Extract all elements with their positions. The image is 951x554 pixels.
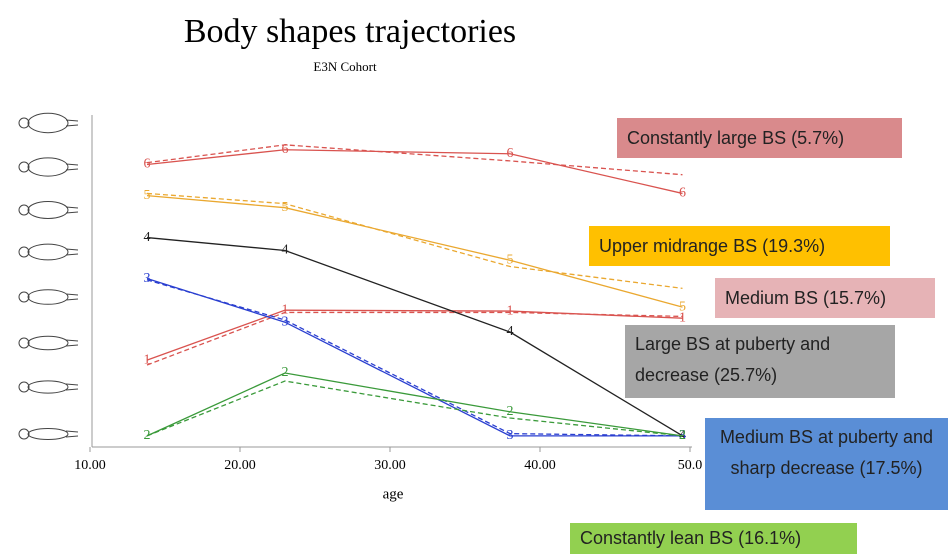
- point-marker: 6: [679, 186, 686, 201]
- point-marker: 6: [144, 157, 151, 172]
- fitted-line: [146, 144, 683, 176]
- series-label: Medium BS at puberty and sharp decrease …: [705, 418, 948, 510]
- chart-subtitle: E3N Cohort: [313, 59, 377, 74]
- body-silhouette: [18, 428, 79, 440]
- fitted-line: [146, 380, 683, 437]
- x-tick-label: 10.00: [74, 458, 106, 473]
- point-marker: 2: [282, 365, 289, 380]
- point-marker: 1: [282, 302, 289, 317]
- fitted-line: [146, 279, 683, 437]
- fitted-line: [146, 311, 683, 366]
- x-tick-label: 20.00: [224, 458, 256, 473]
- point-marker: 2: [507, 404, 514, 419]
- x-tick-label: 30.00: [374, 458, 406, 473]
- point-marker: 5: [507, 252, 514, 267]
- point-marker: 6: [507, 146, 514, 161]
- series-label: Upper midrange BS (19.3%): [589, 226, 890, 266]
- point-marker: 2: [144, 428, 151, 443]
- series-label: Medium BS (15.7%): [715, 278, 935, 318]
- point-marker: 1: [144, 352, 151, 367]
- point-marker: 3: [507, 428, 514, 443]
- series-label: Constantly lean BS (16.1%): [570, 523, 857, 554]
- x-axis-label: age: [383, 486, 404, 502]
- point-marker: 4: [282, 243, 289, 258]
- chart-title: Body shapes trajectories: [184, 13, 516, 50]
- series-line: [146, 309, 683, 361]
- point-marker: 5: [679, 299, 686, 314]
- point-marker: 3: [144, 271, 151, 286]
- point-marker: 4: [144, 230, 151, 245]
- point-marker: 2: [679, 428, 686, 443]
- series-label: Constantly large BS (5.7%): [617, 118, 902, 158]
- body-silhouette: [18, 380, 79, 394]
- fitted-line: [146, 192, 683, 289]
- body-silhouette: [18, 112, 79, 134]
- point-marker: 4: [507, 324, 514, 339]
- point-marker: 1: [679, 310, 686, 325]
- body-silhouette: [18, 289, 79, 305]
- series-line: [146, 277, 683, 437]
- point-marker: 6: [282, 142, 289, 157]
- point-marker: 5: [144, 188, 151, 203]
- body-silhouette: [18, 243, 79, 261]
- series-line: [146, 372, 683, 437]
- body-silhouette: [18, 201, 79, 219]
- x-tick-label: 50.0: [678, 458, 703, 473]
- series-label: Large BS at puberty and decrease (25.7%): [625, 325, 895, 398]
- point-marker: 3: [282, 314, 289, 329]
- point-marker: 1: [507, 303, 514, 318]
- x-tick-label: 40.00: [524, 458, 556, 473]
- series-line: [146, 149, 683, 195]
- body-silhouette: [18, 157, 79, 177]
- point-marker: 5: [282, 200, 289, 215]
- series-line: [146, 236, 683, 437]
- body-silhouette: [18, 335, 79, 351]
- series-line: [146, 195, 683, 308]
